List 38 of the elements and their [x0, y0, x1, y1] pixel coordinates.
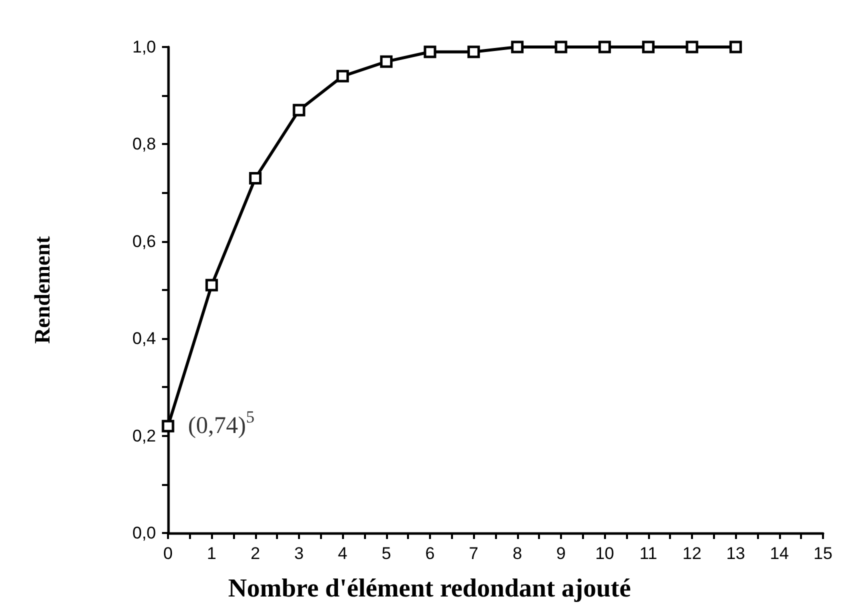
x-tick-label: 7 [468, 544, 478, 563]
y-tick-label: 0,8 [132, 134, 156, 154]
point [511, 40, 524, 54]
x-tick-label: 0 [163, 544, 173, 563]
point [380, 55, 393, 68]
point [336, 70, 349, 82]
x-tick-label: 8 [512, 544, 522, 563]
point [729, 40, 742, 54]
y-axis-title: Rendement [30, 236, 54, 344]
y-tick-label: 0,6 [132, 232, 156, 251]
point [205, 278, 218, 292]
point [292, 104, 306, 116]
x-tick-label: 2 [250, 544, 260, 563]
x-tick-label: 12 [682, 544, 702, 563]
x-tick-label: 14 [770, 544, 789, 563]
x-tick-label: 9 [556, 544, 566, 563]
x-tick-label: 1 [206, 544, 216, 563]
x-tick-label: 10 [595, 544, 614, 563]
x-tick-label: 5 [382, 544, 392, 563]
x-tick-label: 11 [640, 544, 658, 563]
point [249, 172, 262, 184]
y-tick-label: 0,0 [132, 524, 156, 542]
point [467, 46, 480, 58]
point [686, 40, 698, 54]
x-tick-label: 15 [814, 544, 832, 563]
x-tick-label: 13 [726, 544, 746, 563]
x-tick-label: 4 [338, 544, 348, 563]
y-tick-label: 0,4 [132, 329, 156, 348]
y-tick-label: 1,0 [132, 38, 156, 56]
point [162, 420, 174, 432]
point [424, 46, 436, 58]
point [598, 40, 611, 54]
x-tick-label: 3 [294, 544, 304, 563]
x-axis-title: Nombre d'élément redondant ajouté [228, 574, 631, 602]
point [642, 40, 655, 54]
x-tick-label: 6 [425, 544, 435, 563]
point [554, 40, 568, 54]
y-tick-label: 0,2 [132, 426, 156, 446]
